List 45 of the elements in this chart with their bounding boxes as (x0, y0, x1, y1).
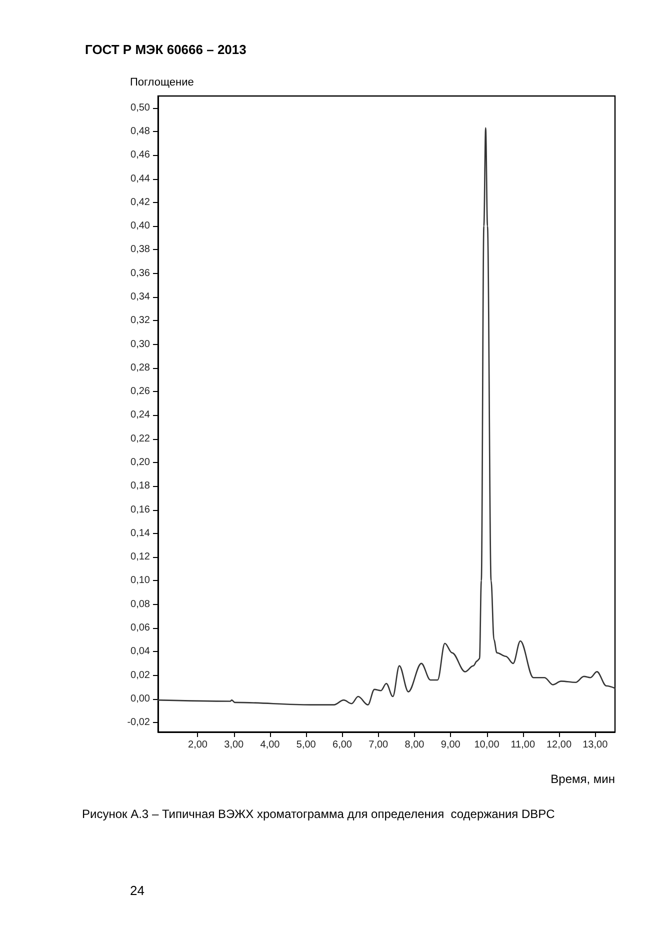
y-tick-label: 0,00 (130, 693, 150, 704)
x-tick-label: 6,00 (332, 740, 352, 750)
text: Рисунок А.3 – Типичная ВЭЖХ хроматограмма для определения содержания DBPC (82, 807, 556, 821)
y-tick-label: 0,38 (130, 244, 150, 256)
x-tick-label: 7,00 (368, 740, 389, 750)
y-tick-label: 0,28 (130, 362, 150, 374)
line-series (157, 127, 616, 706)
y-tick-label: 0,36 (130, 268, 150, 279)
y-tick-label: -0,02 (127, 717, 150, 728)
y-tick-label: 0,16 (130, 504, 150, 516)
y-tick-label: 0,46 (130, 150, 150, 161)
y-tick-label: 0,32 (130, 315, 150, 326)
y-tick-label: 0,12 (130, 552, 150, 563)
chart-title: ГОСТ Р МЭК 60666 – 2013 (85, 42, 246, 57)
y-tick-label: 0,26 (130, 386, 150, 398)
x-tick-label: 5,00 (296, 740, 316, 750)
y-tick-label: 0,04 (130, 646, 150, 658)
y-tick-label: 0,22 (130, 433, 150, 444)
y-tick-label: 0,48 (130, 126, 150, 137)
y-tick-label: 0,14 (130, 528, 150, 539)
y-tick-label: 0,34 (130, 291, 150, 302)
y-tick-label: 0,06 (130, 622, 150, 634)
x-tick-label: 10,00 (474, 740, 500, 750)
y-tick-label: 0,02 (130, 670, 150, 681)
text: 24 (130, 883, 144, 898)
x-tick-label: 3,00 (224, 740, 244, 750)
y-tick-label: 0,40 (130, 220, 150, 232)
y-tick-label: 0,44 (130, 173, 150, 184)
y-tick-label: 0,18 (130, 480, 150, 492)
x-tick-label: 12,00 (546, 740, 572, 750)
x-tick-label: 4,00 (260, 740, 280, 750)
y-axis-title: Поглощение (130, 76, 194, 88)
x-tick-label: 11,00 (510, 740, 536, 750)
y-tick-label: 0,42 (130, 196, 150, 208)
y-tick-label: 0,50 (130, 102, 150, 114)
x-tick-label: 2,00 (188, 740, 208, 750)
y-tick-label: 0,24 (130, 410, 150, 421)
y-tick-label: 0,20 (130, 456, 150, 468)
y-tick-label: 0,10 (130, 575, 150, 586)
y-tick-label: 0,08 (130, 598, 150, 610)
x-tick-label: 9,00 (440, 740, 461, 750)
x-axis-title: Время, мин (550, 772, 616, 786)
x-tick-label: 8,00 (404, 740, 425, 750)
x-tick-label: 13,00 (582, 740, 608, 750)
y-tick-label: 0,30 (130, 338, 150, 350)
